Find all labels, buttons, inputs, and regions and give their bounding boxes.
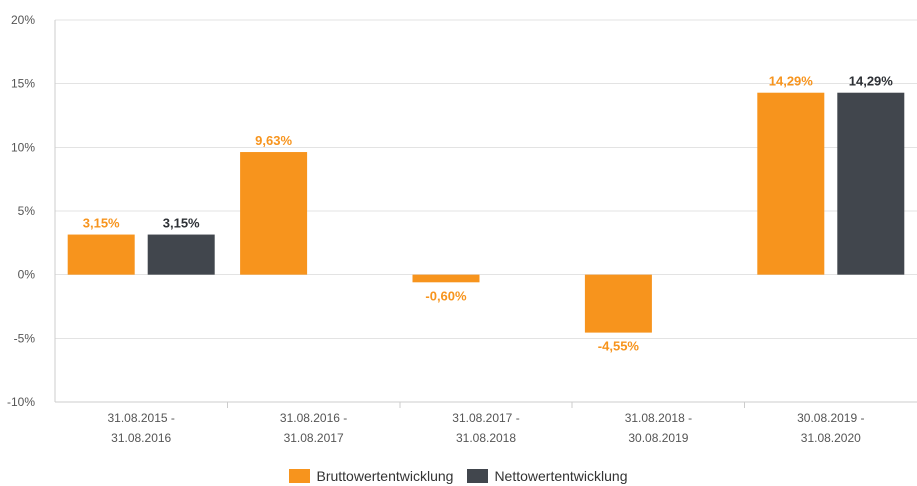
y-axis-tick-labels: -10% -5% 0% 5% 10% 15% 20% (7, 13, 35, 409)
x-category-label: 31.08.2017 - (452, 411, 519, 425)
x-category-label: 31.08.2017 (284, 431, 344, 445)
data-label: 3,15% (163, 216, 200, 231)
legend-label-brutto: Bruttowertentwicklung (316, 468, 454, 484)
y-tick-label: 10% (11, 140, 35, 154)
legend-label-netto: Nettowertentwicklung (494, 468, 628, 484)
legend-item-netto[interactable]: Nettowertentwicklung (467, 468, 628, 484)
data-label: 9,63% (255, 133, 292, 148)
legend-swatch-brutto (289, 469, 311, 483)
data-labels: 3,15% 3,15% 9,63% -0,60% -4,55% 14,29% 14,29% (83, 74, 894, 354)
data-label: -0,60% (425, 288, 467, 303)
legend-swatch-netto (467, 469, 489, 483)
x-category-label: 31.08.2018 (456, 431, 516, 445)
y-tick-label: 5% (18, 204, 36, 218)
bar-brutto[interactable] (757, 92, 825, 275)
x-category-label: 31.08.2016 (111, 431, 171, 445)
x-category-label: 31.08.2016 - (280, 411, 347, 425)
bar-brutto[interactable] (584, 274, 652, 333)
data-label: 14,29% (849, 74, 894, 89)
data-label: 3,15% (83, 216, 120, 231)
data-label: 14,29% (769, 74, 814, 89)
legend: Bruttowertentwicklung Nettowertentwicklu… (0, 468, 917, 486)
bar-brutto[interactable] (240, 152, 308, 275)
bar-netto[interactable] (147, 234, 215, 275)
bar-brutto[interactable] (412, 274, 480, 283)
x-axis-category-labels: 31.08.2015 - 31.08.2016 31.08.2016 - 31.08.… (108, 411, 865, 445)
data-label: -4,55% (598, 339, 640, 354)
y-tick-label: 15% (11, 77, 35, 91)
y-tick-label: 0% (18, 268, 36, 282)
y-tick-label: -10% (7, 395, 35, 409)
bar-chart: -10% -5% 0% 5% 10% 15% 20% 3,15% 3,15% 9,63% -0,6… (7, 13, 917, 445)
y-tick-label: 20% (11, 13, 35, 27)
y-tick-label: -5% (14, 331, 36, 345)
bar-netto[interactable] (837, 92, 905, 275)
x-category-label: 30.08.2019 (628, 431, 688, 445)
bars (67, 92, 905, 333)
x-category-label: 30.08.2019 - (797, 411, 864, 425)
bar-brutto[interactable] (67, 234, 135, 275)
legend-item-brutto[interactable]: Bruttowertentwicklung (289, 468, 453, 484)
x-category-label: 31.08.2015 - (108, 411, 175, 425)
x-category-label: 31.08.2020 (801, 431, 861, 445)
x-category-label: 31.08.2018 - (625, 411, 692, 425)
